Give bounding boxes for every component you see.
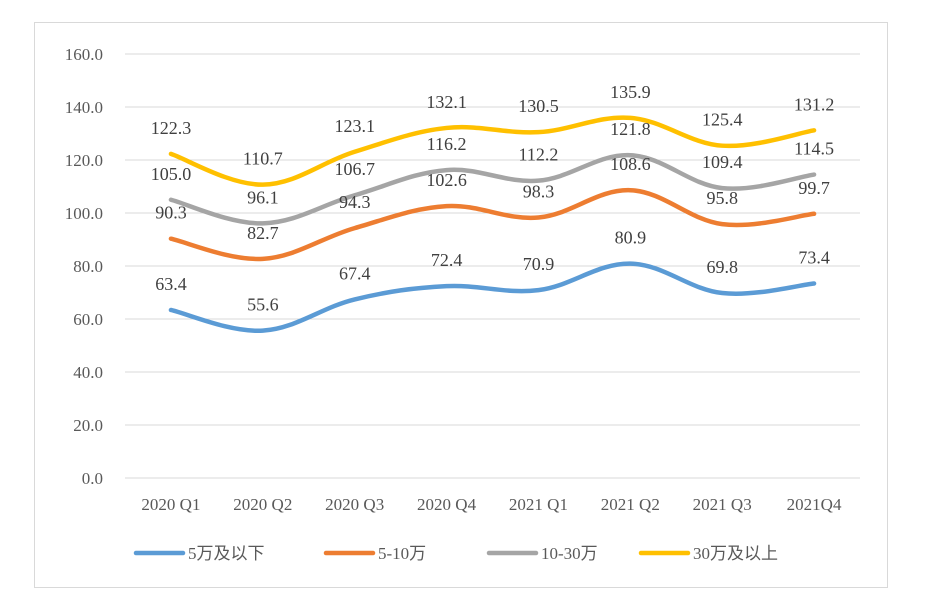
data-label: 98.3 bbox=[523, 182, 555, 202]
data-label: 116.2 bbox=[427, 134, 467, 154]
data-label: 130.5 bbox=[518, 96, 559, 116]
x-tick-label: 2021Q4 bbox=[787, 495, 842, 514]
data-label: 108.6 bbox=[610, 154, 651, 174]
series-line-2 bbox=[168, 187, 817, 262]
data-label: 69.8 bbox=[706, 257, 738, 277]
data-label: 82.7 bbox=[247, 223, 279, 243]
x-tick-label: 2021 Q1 bbox=[509, 495, 568, 514]
data-label: 102.6 bbox=[426, 170, 467, 190]
data-label: 72.4 bbox=[431, 250, 463, 270]
legend-label: 5万及以下 bbox=[188, 544, 265, 563]
data-label: 106.7 bbox=[334, 159, 375, 179]
data-label: 94.3 bbox=[339, 192, 371, 212]
data-label: 123.1 bbox=[334, 116, 375, 136]
x-tick-label: 2020 Q3 bbox=[325, 495, 384, 514]
legend-label: 30万及以上 bbox=[693, 544, 778, 563]
y-tick-label: 120.0 bbox=[65, 151, 103, 170]
data-label: 121.8 bbox=[610, 119, 651, 139]
legend-label: 5-10万 bbox=[378, 544, 426, 563]
y-tick-label: 0.0 bbox=[82, 469, 103, 488]
data-label: 63.4 bbox=[155, 274, 187, 294]
y-tick-label: 20.0 bbox=[73, 416, 103, 435]
x-tick-label: 2020 Q2 bbox=[233, 495, 292, 514]
chart-frame bbox=[34, 22, 888, 588]
data-label: 99.7 bbox=[798, 178, 830, 198]
data-label: 110.7 bbox=[243, 149, 283, 169]
data-label: 109.4 bbox=[702, 152, 743, 172]
data-label: 80.9 bbox=[615, 228, 647, 248]
data-label: 95.8 bbox=[706, 188, 738, 208]
y-tick-label: 160.0 bbox=[65, 45, 103, 64]
data-label: 73.4 bbox=[798, 247, 830, 267]
data-label: 112.2 bbox=[519, 145, 559, 165]
data-label: 125.4 bbox=[702, 110, 743, 130]
y-tick-label: 40.0 bbox=[73, 363, 103, 382]
data-label: 135.9 bbox=[610, 82, 651, 102]
x-tick-label: 2020 Q4 bbox=[417, 495, 477, 514]
series-line-1 bbox=[168, 261, 817, 333]
y-tick-label: 80.0 bbox=[73, 257, 103, 276]
data-label: 132.1 bbox=[426, 92, 467, 112]
y-tick-label: 100.0 bbox=[65, 204, 103, 223]
series-line-4 bbox=[168, 115, 817, 187]
data-label: 114.5 bbox=[794, 139, 834, 159]
series-line-3 bbox=[168, 152, 817, 226]
data-label: 90.3 bbox=[155, 203, 187, 223]
x-tick-label: 2020 Q1 bbox=[141, 495, 200, 514]
data-label: 67.4 bbox=[339, 263, 371, 283]
data-label: 55.6 bbox=[247, 295, 279, 315]
data-label: 131.2 bbox=[794, 94, 835, 114]
y-tick-label: 60.0 bbox=[73, 310, 103, 329]
x-tick-label: 2021 Q2 bbox=[601, 495, 660, 514]
legend-label: 10-30万 bbox=[541, 544, 598, 563]
data-label: 105.0 bbox=[151, 164, 192, 184]
data-label: 70.9 bbox=[523, 254, 555, 274]
data-label: 122.3 bbox=[151, 118, 192, 138]
y-tick-label: 140.0 bbox=[65, 98, 103, 117]
data-label: 96.1 bbox=[247, 187, 279, 207]
x-tick-label: 2021 Q3 bbox=[693, 495, 752, 514]
